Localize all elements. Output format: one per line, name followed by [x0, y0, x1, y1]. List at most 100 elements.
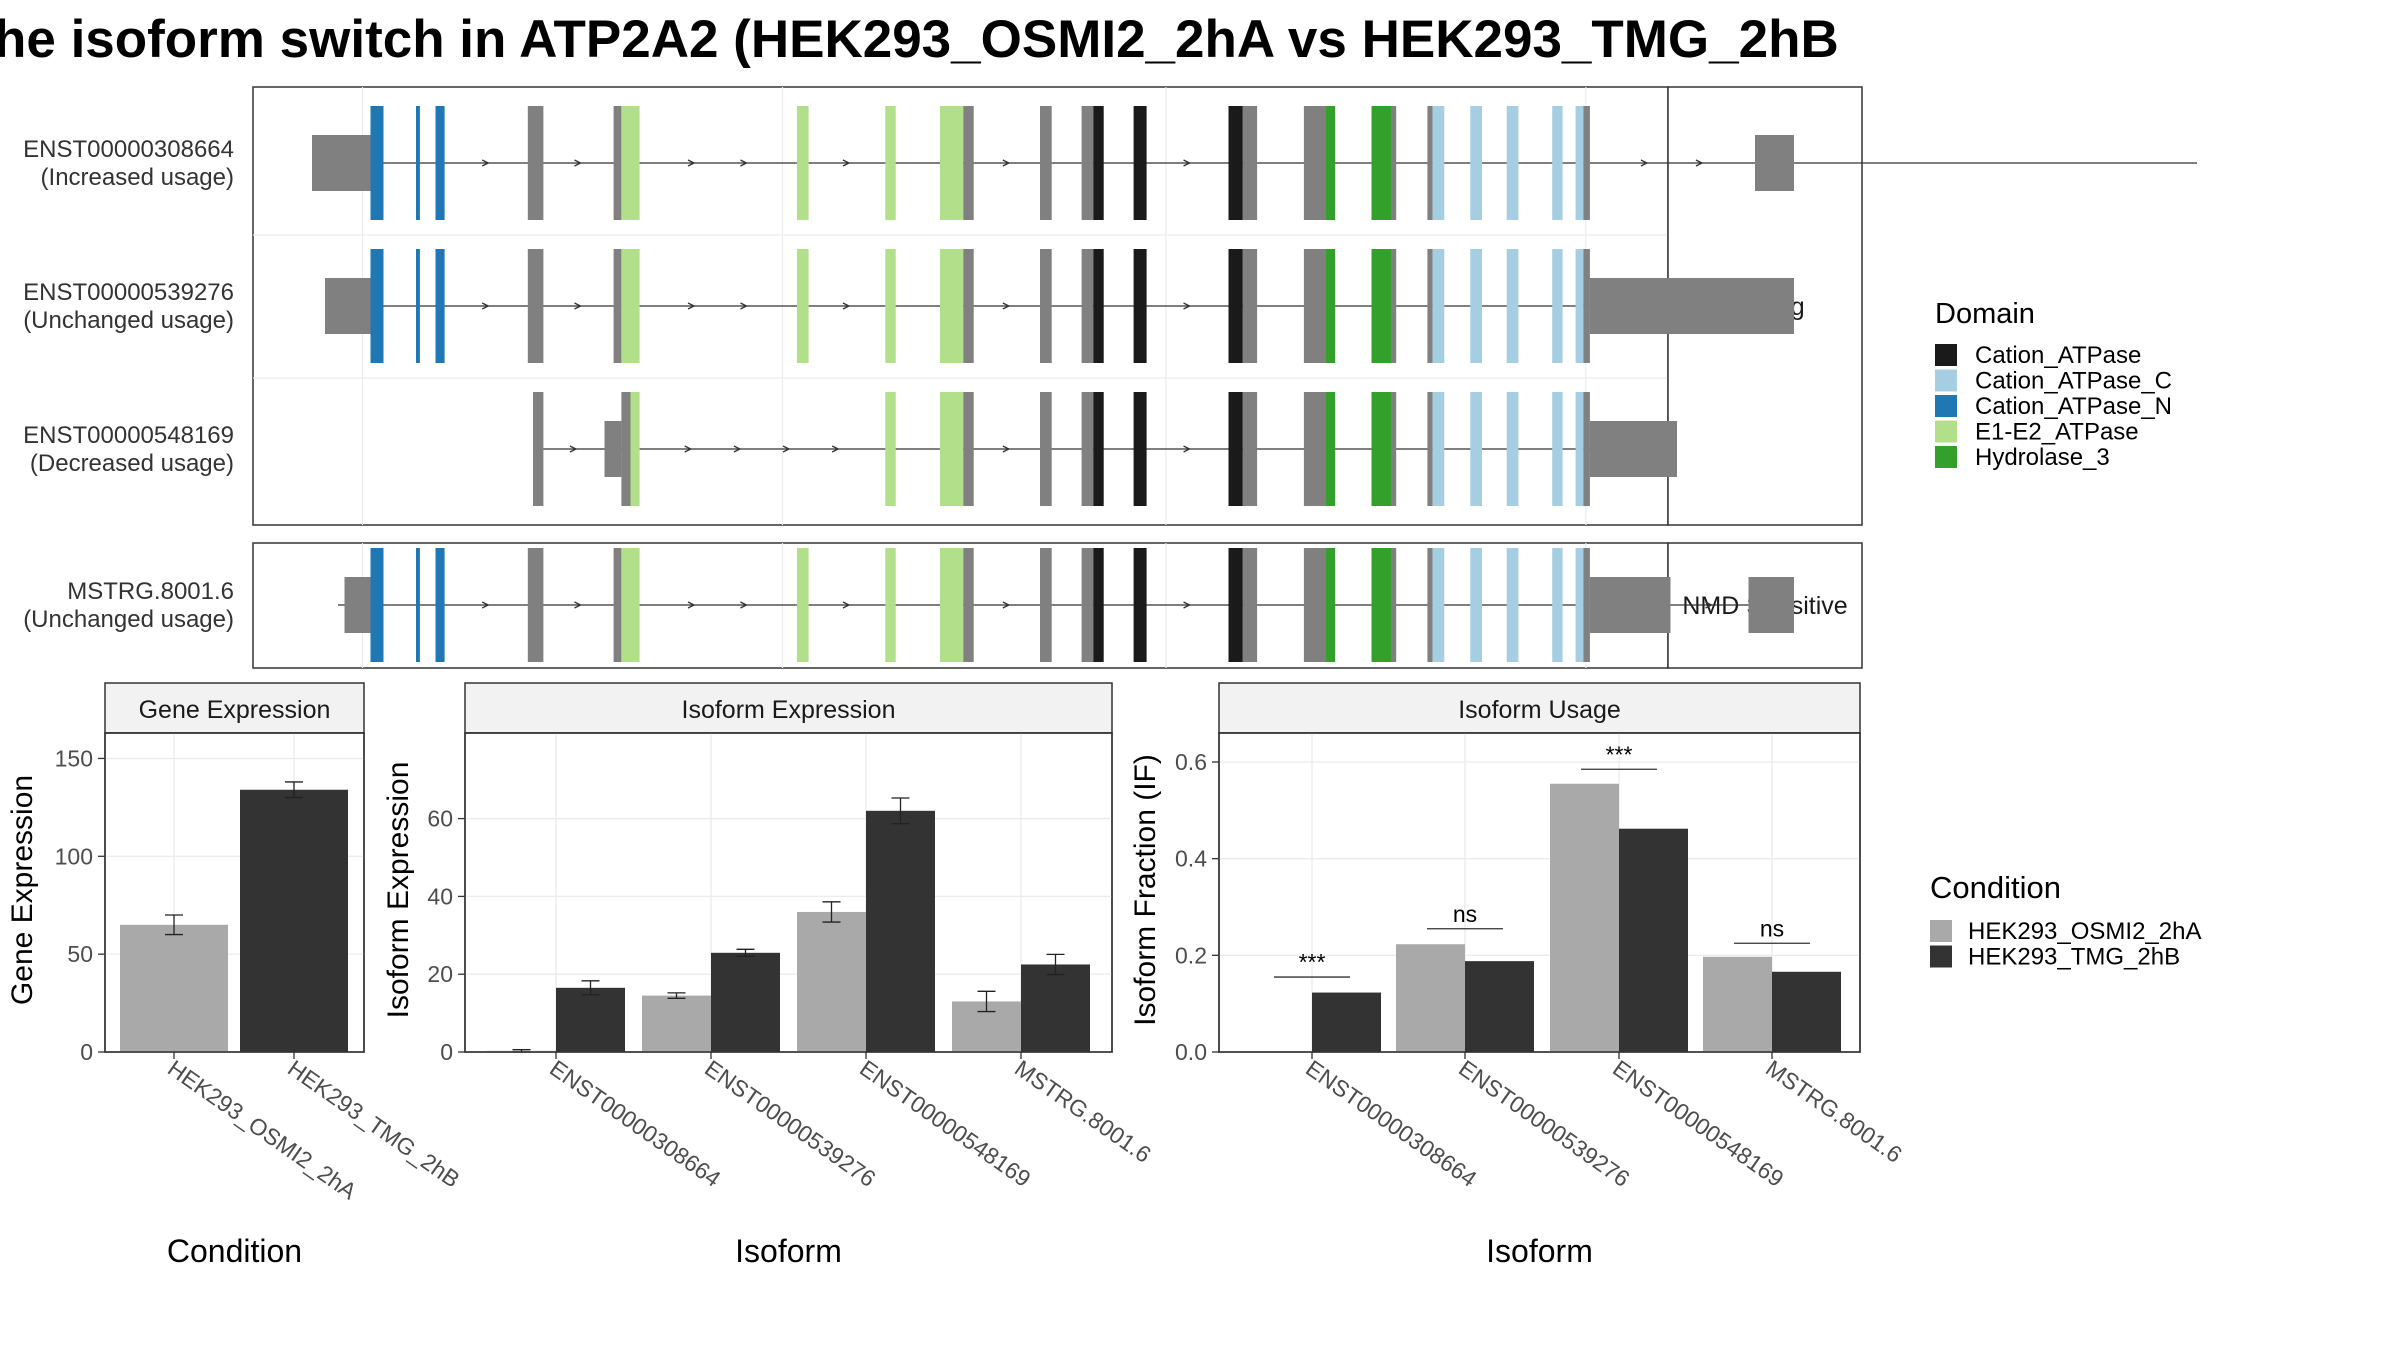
condition-legend-label: HEK293_OSMI2_2hA: [1968, 918, 2201, 945]
exon-coding: [416, 106, 420, 220]
exon-coding: [1427, 106, 1433, 220]
exon-coding: [885, 249, 896, 363]
bar: [240, 789, 348, 1052]
domain-legend-swatch: [1935, 420, 1957, 443]
significance-label: ns: [1453, 901, 1477, 927]
plot-border: [104, 732, 365, 1053]
exon-coding: [1552, 548, 1563, 662]
exon-coding: [885, 392, 896, 506]
intron-arrow: [842, 159, 851, 167]
exon-coding: [1371, 106, 1391, 220]
exon-coding: [1326, 249, 1336, 363]
exon-coding: [1432, 249, 1445, 363]
bar: [1772, 971, 1841, 1052]
intron-arrow: [740, 159, 748, 167]
intron-arrow: [733, 445, 742, 453]
y-tick-label: 20: [427, 961, 453, 987]
exon-coding: [1583, 106, 1590, 220]
exon-coding: [885, 106, 896, 220]
exon-coding: [1303, 106, 1326, 220]
exon-coding: [1242, 249, 1258, 363]
exon-coding: [621, 392, 631, 506]
exon-coding: [1427, 392, 1433, 506]
exon-coding: [1470, 392, 1482, 506]
exon-coding: [1242, 548, 1258, 662]
exon-coding: [1506, 106, 1519, 220]
intron-arrow: [1183, 302, 1192, 310]
gene-expression-x-label: Condition: [167, 1233, 302, 1269]
bar: [120, 924, 228, 1052]
bar: [1703, 956, 1772, 1052]
exon-coding: [1040, 392, 1052, 506]
domain-legend-label: E1-E2_ATPase: [1975, 419, 2139, 446]
exon-coding: [533, 392, 544, 506]
x-tick-label: MSTRG.8001.6: [1761, 1055, 1907, 1168]
exon-coding: [613, 106, 622, 220]
exon-utr: [604, 421, 622, 477]
plot-border: [1218, 732, 1861, 1053]
y-tick-label: 0.2: [1175, 942, 1207, 968]
exon-coding: [939, 392, 964, 506]
y-tick-label: 50: [67, 941, 93, 967]
y-tick-label: 0.4: [1175, 846, 1207, 872]
exon-coding: [1093, 548, 1104, 662]
exon-coding: [939, 548, 964, 662]
exon-coding: [1583, 249, 1590, 363]
isoform-usage-y-label: Isoform Fraction (IF): [1129, 754, 1162, 1026]
domain-legend-swatch: [1935, 446, 1957, 468]
isoform-expression-x-label: Isoform: [735, 1233, 842, 1269]
exon-coding: [1391, 106, 1397, 220]
intron-arrow: [1695, 159, 1704, 167]
exon-coding: [1391, 392, 1397, 506]
intron-arrow: [1183, 601, 1192, 609]
exon-coding: [1326, 548, 1336, 662]
exon-coding: [1391, 249, 1397, 363]
bar: [1396, 944, 1465, 1052]
intron-arrow: [574, 601, 582, 609]
exon-coding: [630, 392, 640, 506]
transcript-usage-label: (Unchanged usage): [23, 307, 234, 334]
significance-label: ns: [1760, 915, 1784, 941]
intron-arrow: [1640, 159, 1649, 167]
exon-coding: [963, 548, 974, 662]
exon-coding: [1081, 548, 1094, 662]
exon-coding: [939, 106, 964, 220]
domain-legend-title: Domain: [1935, 298, 2035, 330]
intron-arrow: [831, 445, 840, 453]
exon-coding: [1470, 548, 1482, 662]
y-tick-label: 150: [55, 745, 93, 771]
exon-coding: [435, 249, 445, 363]
exon-coding: [1506, 249, 1519, 363]
bar: [1550, 783, 1619, 1052]
intron-arrow: [1183, 159, 1192, 167]
exon-coding: [1228, 249, 1243, 363]
exon-coding: [621, 548, 640, 662]
y-tick-label: 0: [80, 1039, 93, 1065]
domain-legend-label: Cation_ATPase_N: [1975, 393, 2172, 420]
isoform-usage-x-label: Isoform: [1486, 1233, 1593, 1269]
x-tick-label: ENST00000308664: [545, 1055, 726, 1192]
intron-arrow: [481, 302, 490, 310]
domain-legend: Domain Cation_ATPaseCation_ATPase_CCatio…: [1935, 298, 2172, 471]
x-tick-label: MSTRG.8001.6: [1010, 1055, 1156, 1168]
exon-coding: [1432, 392, 1445, 506]
exon-coding: [1133, 548, 1147, 662]
isoform-expression-strip-title: Isoform Expression: [682, 696, 896, 724]
exon-coding: [1133, 249, 1147, 363]
exon-utr: [325, 278, 371, 334]
bar: [556, 987, 625, 1052]
domain-legend-label: Cation_ATPase_C: [1975, 368, 2172, 395]
y-tick-label: 0: [440, 1039, 453, 1065]
exon-coding: [1040, 548, 1052, 662]
y-tick-label: 60: [427, 806, 453, 832]
domain-legend-label: Hydrolase_3: [1975, 444, 2110, 471]
exon-coding: [963, 106, 974, 220]
exon-utr: [1589, 577, 1671, 633]
domain-legend-swatch: [1935, 344, 1957, 366]
exon-coding: [613, 249, 622, 363]
exon-coding: [1303, 249, 1326, 363]
exon-utr: [1748, 577, 1794, 633]
gene-expression-strip-title: Gene Expression: [139, 696, 331, 724]
exon-coding: [1432, 106, 1445, 220]
